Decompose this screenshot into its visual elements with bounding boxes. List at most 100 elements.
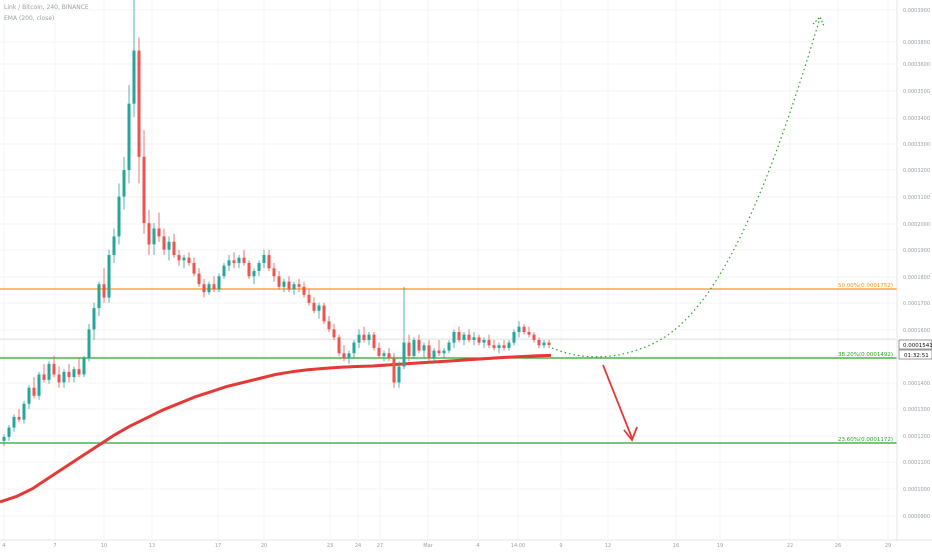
candle-body: [352, 342, 356, 354]
candle-body: [537, 339, 541, 346]
time-tick-label: 24: [355, 543, 361, 549]
candle-body: [212, 284, 216, 290]
candle-body: [377, 347, 381, 356]
candle-body: [72, 369, 76, 378]
candle-body: [172, 241, 176, 256]
candle-body: [502, 345, 506, 348]
candle-body: [387, 353, 391, 359]
candle-body: [102, 284, 106, 298]
time-tick-label: 17: [215, 543, 221, 549]
candle-body: [252, 270, 256, 277]
candle-body: [507, 342, 511, 348]
candle-body: [167, 241, 171, 250]
price-tick-label: 0.0001100: [903, 460, 930, 466]
current-price-badge: [898, 339, 932, 350]
candle-body: [107, 255, 111, 298]
candle-body: [127, 103, 131, 171]
candle-body: [517, 326, 521, 333]
candle-body: [222, 265, 226, 277]
candle-body: [232, 260, 236, 263]
candle-body: [117, 196, 121, 237]
ema-200-path: [0, 353, 552, 504]
price-tick-label: 0.0003800: [903, 40, 930, 46]
fib-level-label: 38.20%(0.0001492): [838, 352, 893, 358]
legend-ema: EMA (200, close): [4, 15, 54, 22]
candle-body: [27, 387, 31, 404]
time-tick-label: 29: [885, 543, 891, 549]
time-tick-label: 12: [605, 543, 611, 549]
candle-body: [392, 358, 396, 383]
price-tick-label: 0.0003200: [903, 168, 930, 174]
price-tick-label: 0.0001200: [903, 434, 930, 440]
candle-body: [257, 262, 261, 271]
candle-body: [217, 276, 221, 290]
candles: [2, 0, 551, 447]
time-tick-label: 26: [835, 543, 841, 549]
candle-body: [122, 170, 126, 197]
candle-body: [137, 50, 141, 157]
candle-body: [367, 334, 371, 340]
candle-body: [207, 284, 211, 293]
price-axis[interactable]: 0.0003900 0.0003800 0.0003600 0.0003500 0.00…: [903, 8, 930, 520]
price-tick-label: 0.0001900: [903, 248, 930, 254]
candle-body: [277, 276, 281, 287]
fib-levels: 50.00%(0.0001752) 38.20%(0.0001492) 23.60%…: [0, 283, 897, 444]
price-tick-label: 0.0003400: [903, 116, 930, 122]
price-tick-label: 0.0003100: [903, 195, 930, 201]
candle-body: [432, 350, 436, 359]
bullish-projection-path: [551, 17, 821, 358]
time-tick-label: 14:00: [511, 543, 525, 549]
time-tick-label: 27: [377, 543, 383, 549]
candle-body: [532, 334, 536, 340]
candle-body: [177, 255, 181, 261]
candle-body: [157, 228, 161, 237]
price-tick-label: 0.0000900: [903, 514, 930, 520]
candle-body: [187, 257, 191, 263]
candle-body: [272, 268, 276, 277]
candle-body: [512, 332, 516, 343]
candle-body: [292, 284, 296, 290]
price-tick-label: 0.0001400: [903, 381, 930, 387]
candle-body: [527, 332, 531, 335]
candle-body: [202, 284, 206, 293]
countdown-badge: [898, 349, 932, 360]
price-tick-label: 0.0001800: [903, 275, 930, 281]
candle-body: [417, 339, 421, 351]
price-tick-label: 0.0001700: [903, 301, 930, 307]
legend-symbol: Link / Bitcoin, 240, BINANCE: [4, 4, 89, 11]
candle-body: [32, 387, 36, 396]
candle-body: [227, 260, 231, 266]
candle-body: [152, 228, 156, 245]
candle-body: [7, 427, 11, 437]
candle-body: [247, 262, 251, 277]
candle-body: [342, 353, 346, 359]
candle-body: [312, 302, 316, 311]
candle-body: [412, 339, 416, 356]
candle-body: [457, 332, 461, 340]
candle-body: [112, 236, 116, 256]
candle-body: [467, 334, 471, 340]
time-tick-label: 7: [53, 543, 56, 549]
price-tick-label: 0.0001300: [903, 407, 930, 413]
candle-body: [447, 342, 451, 351]
candle-body: [282, 281, 286, 287]
time-axis[interactable]: 4 7 10 13 17 20 23 24 27 Mar 4 14:00 9 12 16 19 22 26 29: [2, 543, 891, 549]
candle-body: [92, 308, 96, 330]
candle-body: [522, 326, 526, 333]
candle-body: [262, 255, 266, 263]
candle-body: [42, 374, 46, 380]
candle-body: [22, 403, 26, 420]
candle-body: [297, 284, 301, 287]
time-tick-label: 4: [2, 543, 5, 549]
fib-level-label: 23.60%(0.0001172): [838, 437, 893, 443]
candle-body: [17, 416, 21, 420]
candle-body: [147, 223, 151, 245]
candle-body: [2, 436, 6, 441]
candle-body: [192, 262, 196, 274]
price-tick-label: 0.0003600: [903, 62, 930, 68]
candle-body: [422, 345, 426, 351]
candle-body: [82, 358, 86, 375]
